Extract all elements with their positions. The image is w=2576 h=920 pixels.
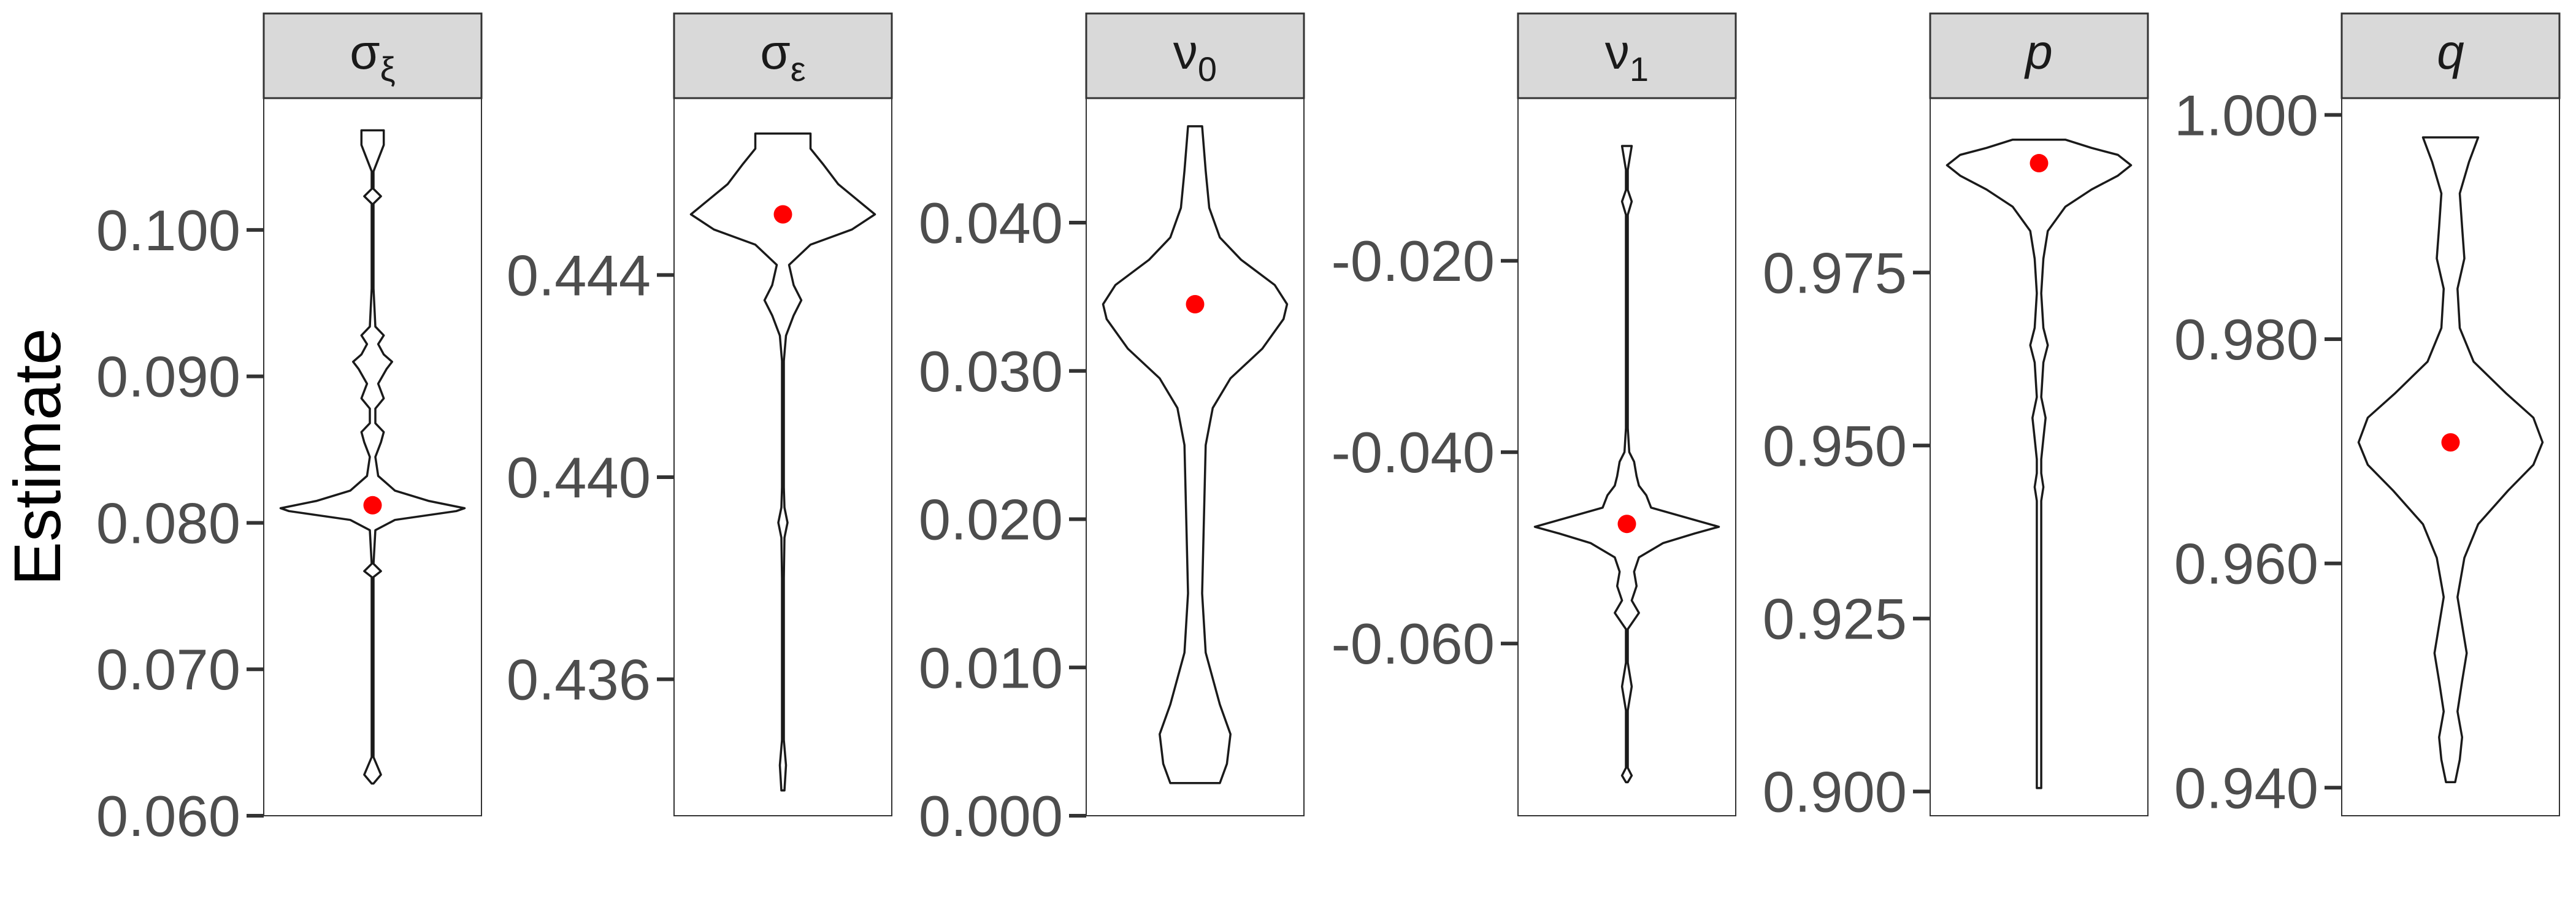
panels: σξ0.0600.0700.0800.0900.100σε0.4360.4400… [96,12,2561,848]
panel-border [1517,98,1736,816]
violin-shape [1102,125,1289,784]
panel-border [2341,98,2560,816]
y-tick-label: 1.000 [2174,83,2318,147]
y-tick-label: 0.010 [919,635,1063,700]
y-axis-title: Estimate [0,328,74,586]
strip-label-main: q [2437,25,2464,79]
y-tick-label: 0.000 [919,784,1063,848]
y-tick-label: 0.030 [919,339,1063,404]
point-estimate [773,205,792,224]
strip-label: q [2437,25,2464,79]
y-tick-label: 0.060 [96,784,240,848]
y-tick-label: 0.444 [507,243,651,307]
strip-header [1517,12,1737,99]
y-tick-label: 0.090 [96,345,240,409]
violin-shape [1533,145,1720,784]
violin-shape [2357,136,2544,783]
y-tick-label: -0.040 [1331,420,1495,485]
y-tick-label: 0.100 [96,198,240,263]
y-tick-label: 0.440 [507,445,651,510]
panel-border [263,98,482,816]
y-tick-label: 0.080 [96,491,240,555]
point-estimate [1617,515,1636,534]
strip-header [1085,12,1305,99]
panel-border [673,98,892,816]
strip-label: ν0 [1173,25,1217,88]
y-tick-label: 0.975 [1763,240,1907,305]
violin-shape [1945,138,2133,789]
violin-shape [689,132,876,792]
y-tick-label: 0.020 [919,488,1063,552]
strip-label: p [2024,25,2053,79]
point-estimate [2441,433,2460,452]
strip-label-main: σ [350,25,380,79]
y-tick-label: 0.070 [96,637,240,702]
strip-label-main: ν [1605,25,1630,79]
panel-border [1930,98,2149,816]
strip-label-subscript: ε [791,50,806,88]
y-tick-label: 0.900 [1763,760,1907,824]
point-estimate [1186,295,1205,314]
panel-4: ν1 -0.060 -0.040 -0.020 [1331,12,1737,816]
strip-header [263,12,483,99]
y-tick-label: 0.040 [919,191,1063,255]
panel-1: σξ 0.060 0.070 0.080 0.090 0.100 [96,12,483,848]
strip-label: σξ [350,25,395,88]
y-tick-label: 0.980 [2174,307,2318,372]
y-tick-label: 0.925 [1763,586,1907,651]
y-tick-label: 0.940 [2174,756,2318,820]
y-tick-label: 0.436 [507,648,651,712]
strip-label-main: ν [1173,25,1198,79]
strip-label: σε [760,25,805,88]
panel-5: p 0.900 0.925 0.950 0.975 [1763,12,2149,824]
strip-label: ν1 [1605,25,1649,88]
panel-3: ν0 0.000 0.010 0.020 0.030 0.040 [919,12,1305,848]
point-estimate [363,496,382,515]
strip-header [673,12,893,99]
y-tick-label: -0.060 [1331,611,1495,676]
strip-label-main: p [2024,25,2053,79]
strip-label-subscript: 1 [1630,50,1649,88]
panel-2: σε 0.436 0.440 0.444 [507,12,893,816]
strip-label-subscript: 0 [1198,50,1217,88]
strip-label-subscript: ξ [380,50,396,88]
violin-shape [279,129,466,785]
y-tick-label: -0.020 [1331,229,1495,293]
strip-label-main: σ [760,25,790,79]
point-estimate [2030,154,2049,173]
y-tick-label: 0.960 [2174,532,2318,596]
panel-border [1086,98,1305,816]
y-tick-label: 0.950 [1763,413,1907,478]
panel-6: q 0.940 0.960 0.980 1.000 [2174,12,2561,820]
